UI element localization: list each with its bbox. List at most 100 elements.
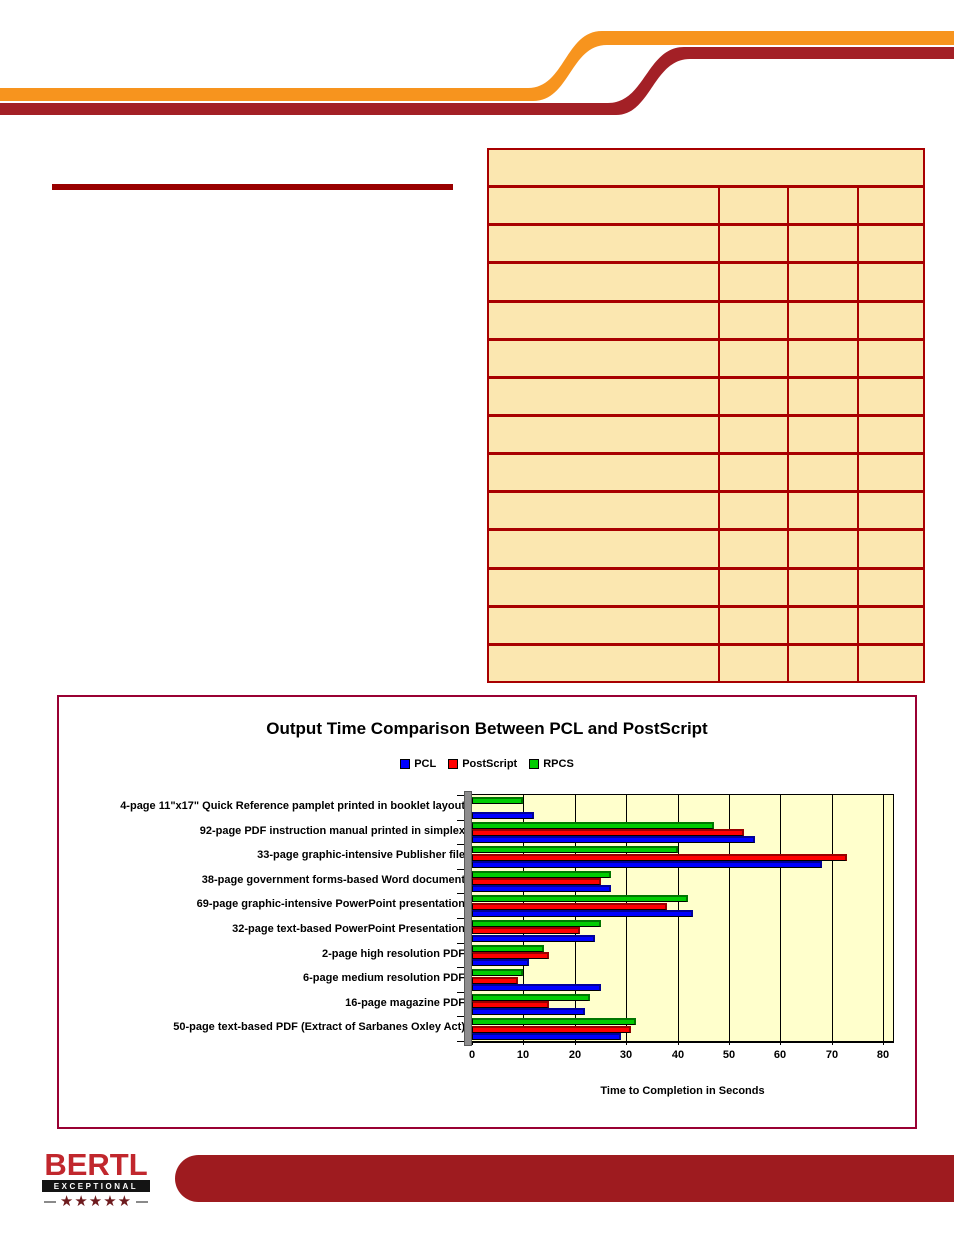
x-axis-tick-label: 0 <box>468 1049 476 1061</box>
category-tick <box>457 943 464 944</box>
category-tick <box>457 1016 464 1017</box>
x-axis-tick-label: 30 <box>619 1049 633 1061</box>
bertl-logo-stars-row: ★★★★★ <box>42 1194 150 1209</box>
table-cell <box>787 455 857 491</box>
table-cell <box>489 417 718 452</box>
table-cell <box>787 264 857 300</box>
x-axis-tick-label: 40 <box>671 1049 685 1061</box>
category-tick <box>457 795 464 796</box>
table-cell <box>718 455 787 491</box>
gridline <box>523 795 524 1041</box>
bar-rpcs <box>472 993 590 1001</box>
gridline <box>832 795 833 1041</box>
bar-postscript <box>472 1001 549 1009</box>
chart-category-label: 32-page text-based PowerPoint Presentati… <box>232 923 465 935</box>
table-cell <box>489 608 718 643</box>
table-cell <box>857 493 923 529</box>
legend-item: PostScript <box>448 758 517 770</box>
bar-rpcs <box>472 797 523 804</box>
table-cell <box>718 378 787 414</box>
x-axis-tick <box>729 1041 730 1045</box>
table-cell <box>857 569 923 605</box>
x-axis-tick-label: 60 <box>773 1049 787 1061</box>
bar-postscript <box>472 878 601 886</box>
table-cell <box>489 303 718 338</box>
chart-title: Output Time Comparison Between PCL and P… <box>266 719 708 738</box>
table-cell <box>489 646 718 681</box>
table-cell <box>489 341 718 376</box>
chart-category-label: 38-page government forms-based Word docu… <box>201 873 465 886</box>
bar-pcl <box>472 934 595 942</box>
gridline <box>626 795 627 1041</box>
table-cell <box>718 607 787 643</box>
bar-postscript <box>472 902 667 910</box>
table-cell <box>787 416 857 453</box>
chart-category-label: 33-page graphic-intensive Publisher file <box>257 849 465 862</box>
x-axis-tick <box>575 1041 576 1045</box>
bar-pcl <box>472 811 534 819</box>
gridline <box>780 795 781 1041</box>
category-tick <box>457 918 464 919</box>
table-cell <box>489 379 718 414</box>
bar-postscript <box>472 976 518 984</box>
chart-3d-wall <box>464 791 472 1046</box>
gridline <box>883 795 884 1041</box>
bar-pcl <box>472 1008 585 1016</box>
bar-pcl <box>472 983 601 991</box>
table-cell <box>787 493 857 529</box>
bar-pcl <box>472 860 822 868</box>
table-cell <box>718 226 787 262</box>
table-cell <box>787 302 857 338</box>
x-axis-tick-label: 70 <box>825 1049 839 1061</box>
table-cell <box>857 302 923 338</box>
table-row <box>489 528 923 567</box>
table-cell <box>489 188 718 223</box>
star-dash-left <box>43 1200 56 1203</box>
table-cell <box>489 455 718 490</box>
gridline <box>575 795 576 1041</box>
chart-category-label: 4-page 11"x17" Quick Reference pamplet p… <box>120 800 465 812</box>
bertl-logo-subtext: EXCEPTIONAL <box>53 1181 139 1191</box>
section-title-rule <box>52 184 453 190</box>
x-axis-tick <box>678 1041 679 1045</box>
table-row <box>489 452 923 491</box>
table-cell <box>857 264 923 300</box>
x-axis-tick <box>883 1041 884 1045</box>
category-tick <box>457 820 464 821</box>
table-header-row <box>489 150 923 185</box>
table-cell <box>489 570 718 605</box>
table-cell <box>718 188 787 224</box>
spec-table <box>487 148 925 683</box>
table-cell <box>787 645 857 681</box>
output-time-chart: Output Time Comparison Between PCL and P… <box>57 695 917 1129</box>
table-row <box>489 642 923 681</box>
bar-rpcs <box>472 944 544 952</box>
legend-label: PostScript <box>462 758 518 770</box>
table-cell <box>787 607 857 643</box>
bar-rpcs <box>472 870 611 878</box>
table-cell <box>787 531 857 567</box>
table-cell <box>857 531 923 567</box>
table-cell <box>489 531 718 566</box>
table-cell <box>857 378 923 414</box>
bar-pcl <box>472 910 693 917</box>
table-cell <box>718 531 787 567</box>
bertl-logo: BERTL EXCEPTIONAL ★★★★★ <box>42 1149 150 1209</box>
bertl-logo-banner: EXCEPTIONAL <box>42 1180 150 1192</box>
table-row <box>489 337 923 376</box>
x-axis-tick-label: 80 <box>876 1049 890 1061</box>
table-row <box>489 185 923 224</box>
x-axis-tick <box>832 1041 833 1045</box>
x-axis-tick-label: 20 <box>568 1049 582 1061</box>
chart-legend: PCL PostScript RPCS <box>59 758 915 770</box>
table-cell <box>857 455 923 491</box>
x-axis-tick-label: 50 <box>722 1049 736 1061</box>
legend-swatch-postscript <box>448 759 459 769</box>
table-cell <box>718 416 787 453</box>
table-row <box>489 261 923 300</box>
legend-item: RPCS <box>529 758 574 770</box>
chart-category-label: 16-page magazine PDF <box>345 996 465 1009</box>
bar-postscript <box>472 1025 631 1033</box>
gridline <box>729 795 730 1041</box>
category-tick <box>457 893 464 894</box>
